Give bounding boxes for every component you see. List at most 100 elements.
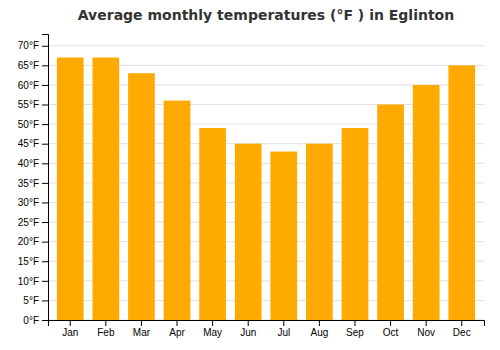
x-tick-mark [319, 320, 320, 326]
x-tick-label: Mar [133, 327, 151, 338]
x-tick-label: Oct [383, 327, 399, 338]
plot: 0°F 5°F 10°F 15°F 20°F 25°F 30°F 35°F 40°F 45°F 50… [18, 35, 485, 339]
y-tick: 50°F [18, 119, 48, 130]
y-tick-mark [42, 300, 48, 301]
x-tick-mark [283, 320, 284, 326]
bar [270, 152, 297, 320]
bar [377, 105, 404, 320]
y-tick: 35°F [18, 178, 48, 189]
y-tick: 45°F [18, 138, 48, 149]
bar [306, 144, 333, 320]
x-tick: Nov [417, 320, 435, 338]
y-tick-label: 55°F [18, 99, 39, 110]
x-tick-label: Feb [97, 327, 115, 338]
x-tick: Jul [277, 320, 290, 338]
x-tick: May [203, 320, 222, 338]
x-tick: Feb [97, 320, 115, 338]
bars [57, 58, 475, 320]
y-tick: 60°F [18, 80, 48, 91]
x-tick-label: Aug [310, 327, 328, 338]
y-tick-label: 5°F [23, 295, 39, 306]
y-axis-line [42, 35, 49, 321]
y-tick: 15°F [18, 256, 48, 267]
y-tick-label: 20°F [18, 236, 39, 247]
y-tick-mark [42, 261, 48, 262]
bar [199, 128, 226, 320]
x-tick: Dec [453, 320, 471, 338]
y-tick: 5°F [23, 295, 48, 306]
y-tick-mark [42, 183, 48, 184]
y-tick-label: 40°F [18, 158, 39, 169]
x-tick-mark [426, 320, 427, 326]
y-axis: 0°F 5°F 10°F 15°F 20°F 25°F 30°F 35°F 40°F 45°F 50… [18, 35, 49, 326]
y-tick-mark [42, 46, 48, 47]
y-tick-label: 10°F [18, 276, 39, 287]
y-tick: 20°F [18, 236, 48, 247]
x-tick: Jan [62, 320, 78, 338]
bar [448, 65, 475, 320]
x-tick: Sep [346, 320, 364, 338]
x-tick-label: Dec [453, 327, 471, 338]
x-tick: Jun [240, 320, 256, 338]
y-tick-label: 35°F [18, 178, 39, 189]
x-tick: Oct [383, 320, 399, 338]
chart: 0°F 5°F 10°F 15°F 20°F 25°F 30°F 35°F 40°F 45°F 50… [0, 0, 500, 350]
x-tick-mark [212, 320, 213, 326]
y-tick: 10°F [18, 276, 48, 287]
y-tick-mark [42, 124, 48, 125]
y-tick-mark [42, 242, 48, 243]
y-tick-label: 0°F [23, 315, 39, 326]
bar [128, 73, 155, 320]
x-tick-mark [390, 320, 391, 326]
y-tick-mark [42, 222, 48, 223]
x-tick-label: Apr [169, 327, 185, 338]
x-tick-label: Sep [346, 327, 364, 338]
x-tick-label: Nov [417, 327, 435, 338]
y-tick: 30°F [18, 197, 48, 208]
y-tick-label: 50°F [18, 119, 39, 130]
bar [92, 58, 119, 320]
y-tick-mark [42, 320, 48, 321]
y-tick: 40°F [18, 158, 48, 169]
title: Average monthly temperatures (°F ) in Eg… [78, 7, 454, 23]
y-tick-mark [42, 65, 48, 66]
y-tick-label: 60°F [18, 80, 39, 91]
y-tick: 70°F [18, 40, 48, 51]
y-tick-mark [42, 105, 48, 106]
y-tick-label: 45°F [18, 138, 39, 149]
x-tick-mark [461, 320, 462, 326]
bar [413, 85, 440, 320]
x-tick-mark [248, 320, 249, 326]
y-tick-mark [42, 85, 48, 86]
y-tick-label: 30°F [18, 197, 39, 208]
y-tick-label: 15°F [18, 256, 39, 267]
x-tick: Mar [133, 320, 151, 338]
bar [57, 58, 84, 320]
y-tick-label: 25°F [18, 217, 39, 228]
x-tick-mark [105, 320, 106, 326]
x-tick-label: Jan [62, 327, 78, 338]
x-tick-mark [354, 320, 355, 326]
x-tick-mark [177, 320, 178, 326]
x-tick-label: Jun [240, 327, 256, 338]
y-tick: 55°F [18, 99, 48, 110]
bar [342, 128, 369, 320]
x-tick-label: May [203, 327, 222, 338]
x-axis: Jan Feb Mar Apr May Jun Jul Aug Sep Oct Nov Dec [49, 320, 485, 338]
grid-line [48, 45, 484, 46]
y-tick-mark [42, 163, 48, 164]
bar [235, 144, 262, 320]
x-axis-line [49, 321, 485, 327]
y-tick: 0°F [23, 315, 48, 326]
y-tick-label: 65°F [18, 60, 39, 71]
y-tick-mark [42, 202, 48, 203]
grid [48, 46, 484, 320]
x-tick-mark [70, 320, 71, 326]
y-tick-mark [42, 144, 48, 145]
x-tick: Apr [169, 320, 185, 338]
x-tick-label: Jul [277, 327, 290, 338]
y-tick: 65°F [18, 60, 48, 71]
y-tick-mark [42, 281, 48, 282]
x-tick: Aug [310, 320, 328, 338]
x-tick-mark [141, 320, 142, 326]
